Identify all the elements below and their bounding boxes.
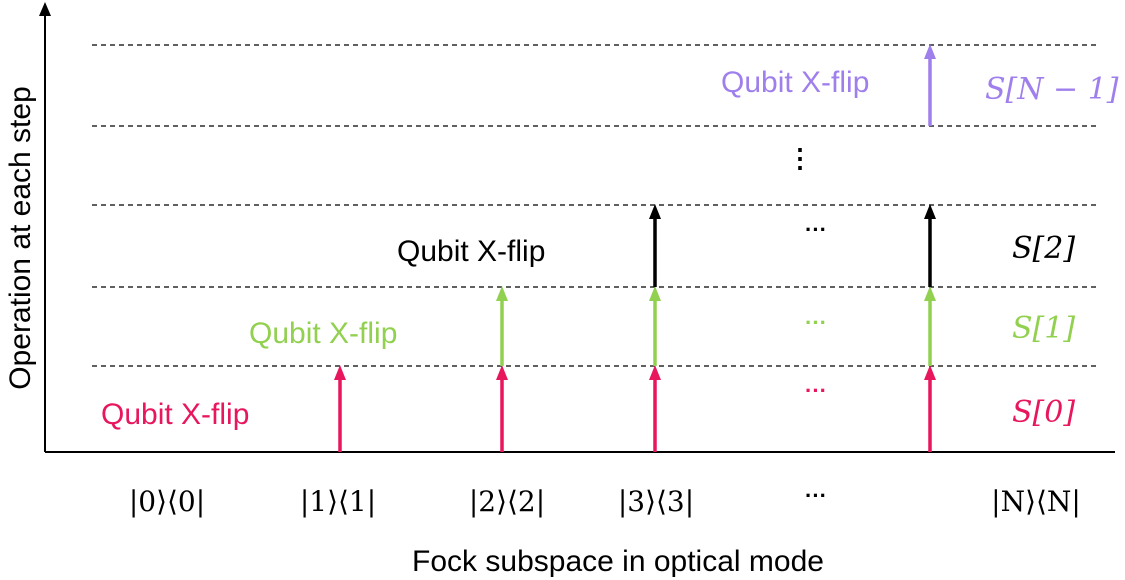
x-axis-title: Fock subspace in optical mode [412,545,824,578]
flip-arrowhead-s0-n1 [334,365,346,380]
x-tick-1: |1⟩⟨1| [300,485,376,518]
flip-label-step-n-minus-1: Qubit X-flip [721,66,869,99]
arrows-step-2 [649,204,936,287]
y-axis-arrowhead [39,2,51,16]
flip-arrowhead-s0-n2 [496,365,508,380]
x-tick-0: |0⟩⟨0| [129,485,205,518]
flip-arrowhead-s1-nN [924,286,936,301]
arrows-step-1 [496,286,936,366]
y-axis-title: Operation at each step [4,86,37,390]
flip-arrowhead-s2-nN [924,204,936,219]
flip-arrowhead-s0-nN [924,365,936,380]
flip-arrowhead-s1-n3 [649,286,661,301]
flip-arrowhead-sN-nN [924,44,936,59]
x-tick-ellipsis: ··· [805,483,827,508]
step-label-s2: S[2] [1012,231,1075,266]
step-label-s1: S[1] [1012,311,1075,346]
flip-label-step-0: Qubit X-flip [101,398,249,431]
ellipsis-step-0: ··· [805,378,827,403]
flip-arrowhead-s1-n2 [496,286,508,301]
step-label-s0: S[0] [1012,395,1075,430]
ellipsis-step-1: ··· [805,310,827,335]
step-label-s-n-minus-1: S[N − 1] [985,72,1119,107]
x-tick-3: |3⟩⟨3| [618,485,694,518]
ellipsis-step-2: ··· [805,217,827,242]
flip-label-step-1: Qubit X-flip [249,317,397,350]
x-tick-n: |N⟩⟨N| [991,485,1081,518]
vertical-ellipsis: ⋮ [787,143,813,173]
flip-arrowhead-s0-n3 [649,365,661,380]
arrows-step-n-minus-1 [924,44,936,126]
flip-arrowhead-s2-n3 [649,204,661,219]
flip-label-step-2: Qubit X-flip [397,235,545,268]
arrows-step-0 [334,365,936,452]
x-tick-2: |2⟩⟨2| [469,485,545,518]
